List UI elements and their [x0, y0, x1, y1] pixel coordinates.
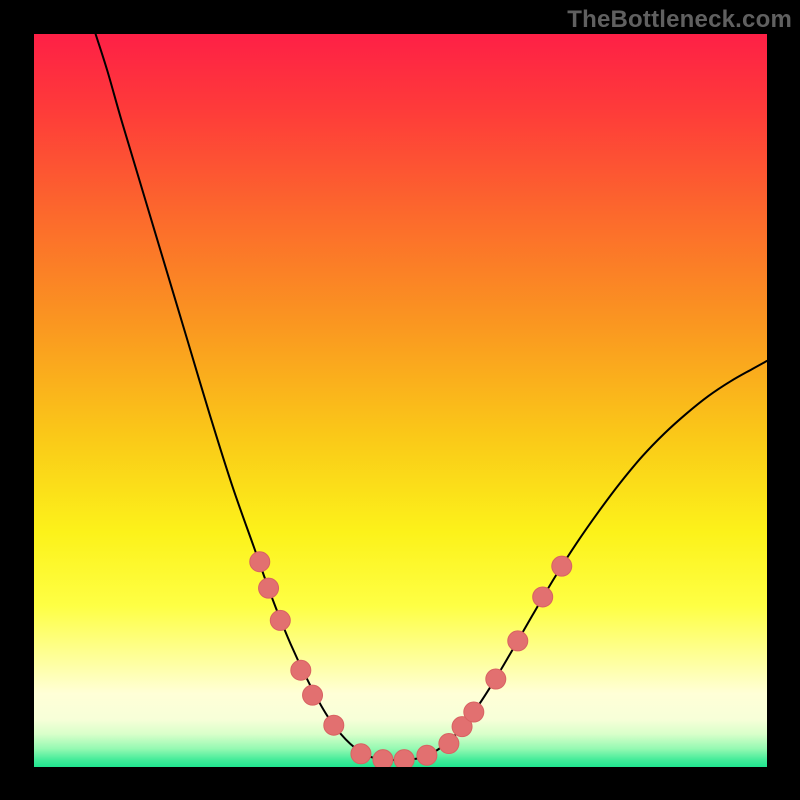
data-marker: [291, 660, 311, 680]
data-marker: [324, 715, 344, 735]
data-marker: [259, 578, 279, 598]
data-marker: [464, 702, 484, 722]
chart-stage: TheBottleneck.com: [0, 0, 800, 800]
data-marker: [508, 631, 528, 651]
data-marker: [552, 556, 572, 576]
watermark-text: TheBottleneck.com: [567, 6, 792, 34]
data-marker: [373, 750, 393, 770]
data-marker: [270, 610, 290, 630]
data-marker: [439, 734, 459, 754]
chart-svg: [0, 0, 800, 800]
data-marker: [250, 552, 270, 572]
data-marker: [351, 744, 371, 764]
data-marker: [394, 750, 414, 770]
data-marker: [486, 669, 506, 689]
data-marker: [303, 685, 323, 705]
data-marker: [417, 745, 437, 765]
plot-gradient-background: [34, 34, 767, 767]
data-marker: [533, 587, 553, 607]
